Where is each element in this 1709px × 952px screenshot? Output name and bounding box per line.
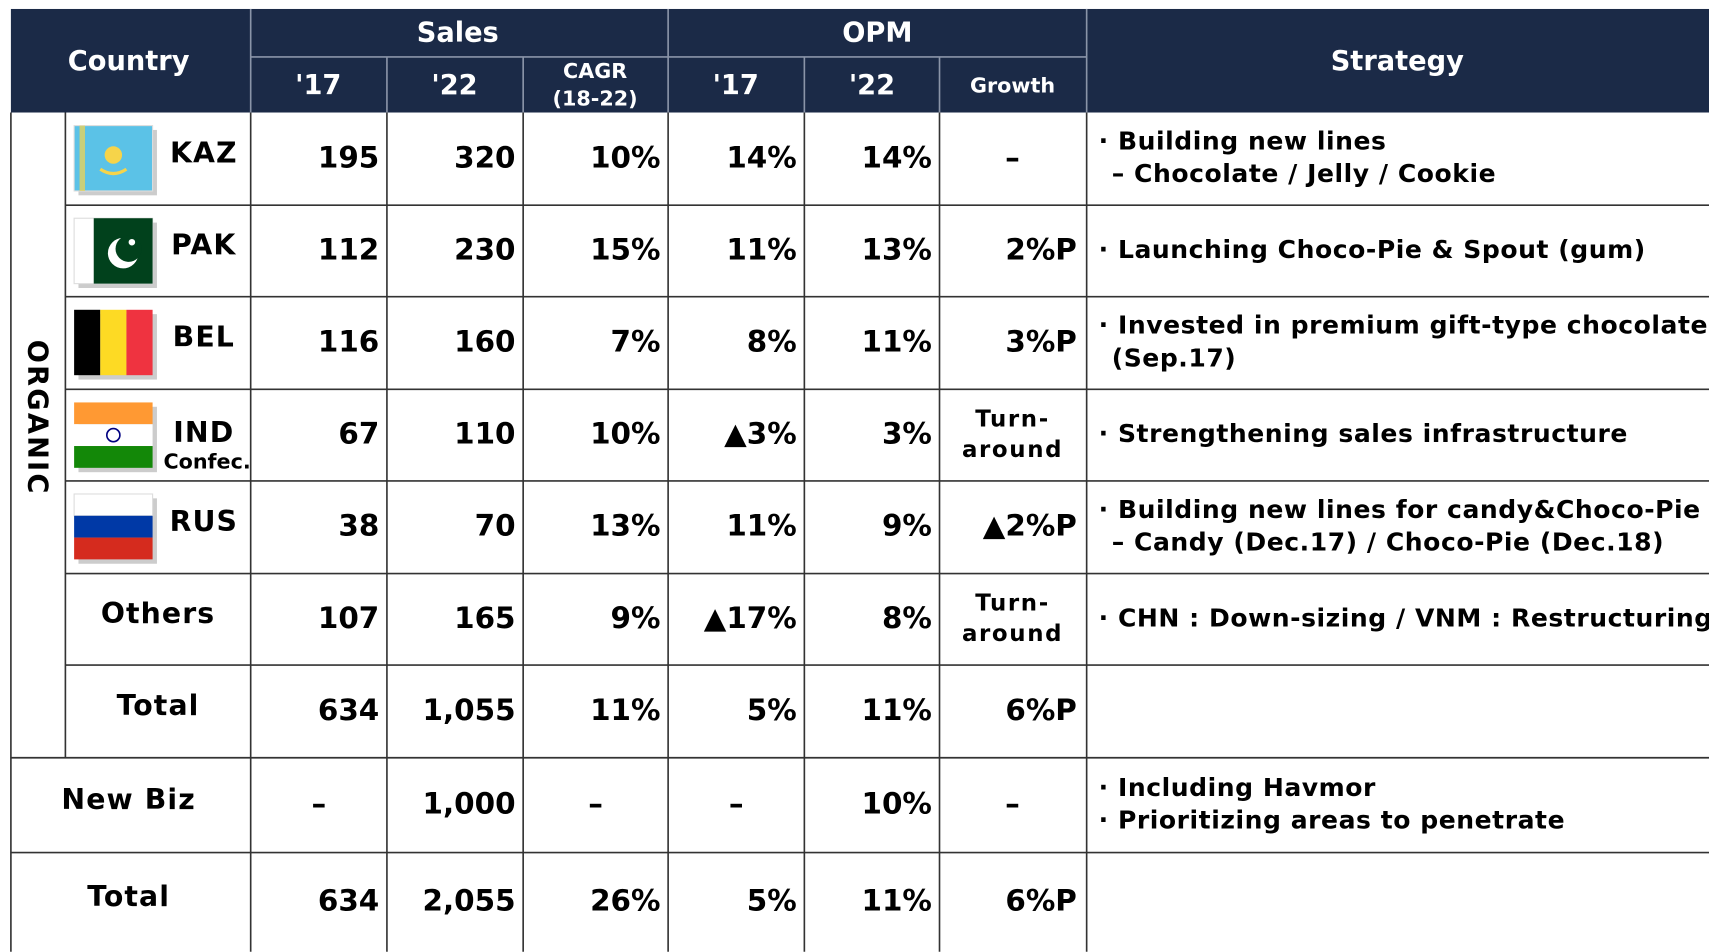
cell: 11% xyxy=(726,509,796,543)
growth: 6%P xyxy=(1005,884,1076,918)
growth: 2%P xyxy=(1005,232,1076,266)
header: Strategy xyxy=(1331,46,1464,77)
country: BEL xyxy=(173,321,235,354)
flag-ind xyxy=(74,402,157,473)
header: Country xyxy=(68,46,190,77)
growth: 3%P xyxy=(1005,325,1076,359)
strategy: · Strengthening sales infrastructure xyxy=(1099,419,1628,448)
cell: 7% xyxy=(611,325,661,359)
cell: 5% xyxy=(747,884,797,918)
cell: 3% xyxy=(882,417,932,451)
header: (18-22) xyxy=(553,86,638,110)
cell: 10% xyxy=(861,787,931,821)
cell: 1,055 xyxy=(423,693,516,727)
header-bg xyxy=(10,8,1709,113)
growth: – xyxy=(1005,787,1020,821)
cell: 634 xyxy=(318,884,379,918)
cell: 11% xyxy=(590,693,660,727)
cell: 13% xyxy=(590,509,660,543)
cell: 9% xyxy=(611,601,661,635)
strategy: – Chocolate / Jelly / Cookie xyxy=(1112,159,1496,188)
cell: – xyxy=(729,787,744,821)
cell: 13% xyxy=(861,232,931,266)
country: New Biz xyxy=(61,783,195,816)
cell: 634 xyxy=(318,693,379,727)
header: '22 xyxy=(431,70,477,101)
cell: 5% xyxy=(747,693,797,727)
cell: 14% xyxy=(726,140,796,174)
country: Others xyxy=(101,597,215,630)
growth: ▲2%P xyxy=(983,509,1077,543)
header: CAGR xyxy=(563,59,627,83)
cell: 8% xyxy=(882,601,932,635)
country: PAK xyxy=(171,229,236,262)
cell: 2,055 xyxy=(423,884,516,918)
flag-pak xyxy=(73,217,157,288)
flags xyxy=(73,125,157,564)
growth: around xyxy=(962,621,1063,647)
flag-bel xyxy=(74,309,157,380)
strategy: · CHN : Down-sizing / VNM : Restructurin… xyxy=(1099,603,1709,632)
cell: 26% xyxy=(590,884,660,918)
strategy: (Sep.17) xyxy=(1112,343,1237,372)
header: '17 xyxy=(295,70,341,101)
cell: 11% xyxy=(861,884,931,918)
cell: ▲3% xyxy=(724,417,797,451)
cell: – xyxy=(588,787,603,821)
country: KAZ xyxy=(170,136,238,169)
cell: – xyxy=(311,787,326,821)
strategy: · Building new lines for candy&Choco-Pie xyxy=(1099,495,1701,524)
cell: 67 xyxy=(338,417,379,451)
country-sub: Confec. xyxy=(163,449,250,473)
growth: Turn- xyxy=(975,406,1050,432)
cell: 110 xyxy=(454,417,515,451)
strategy: · Launching Choco-Pie & Spout (gum) xyxy=(1099,235,1646,264)
country: Total xyxy=(87,880,170,913)
flag-rus xyxy=(73,493,157,564)
cell: 116 xyxy=(318,325,379,359)
country: Total xyxy=(117,689,200,722)
growth: 6%P xyxy=(1005,693,1076,727)
country: RUS xyxy=(170,505,239,538)
flag-kaz xyxy=(73,125,157,196)
strategy: – Candy (Dec.17) / Choco-Pie (Dec.18) xyxy=(1112,528,1664,557)
header: '17 xyxy=(713,70,759,101)
growth: around xyxy=(962,437,1063,463)
growth: Turn- xyxy=(975,591,1050,617)
strategy: · Prioritizing areas to penetrate xyxy=(1099,806,1565,835)
cell: 38 xyxy=(338,509,379,543)
header-lines xyxy=(249,8,1088,113)
header: Sales xyxy=(417,18,499,49)
country: IND xyxy=(173,416,234,449)
cell: 1,000 xyxy=(423,787,516,821)
cell: 8% xyxy=(747,325,797,359)
growth: – xyxy=(1005,140,1020,174)
cell: 11% xyxy=(861,325,931,359)
header: '22 xyxy=(849,70,895,101)
cell: 14% xyxy=(861,140,931,174)
cell: 9% xyxy=(882,509,932,543)
cell: 11% xyxy=(861,693,931,727)
strategy: · Including Havmor xyxy=(1099,773,1376,802)
cell: 195 xyxy=(318,140,379,174)
cell: 70 xyxy=(475,509,516,543)
cell: 230 xyxy=(454,232,515,266)
cell: ▲17% xyxy=(704,601,797,635)
cell: 320 xyxy=(454,140,515,174)
cell: 165 xyxy=(454,601,515,635)
cell: 10% xyxy=(590,140,660,174)
header: OPM xyxy=(842,18,912,49)
strategy: · Invested in premium gift-type chocolat… xyxy=(1099,311,1708,340)
cell: 107 xyxy=(318,601,379,635)
strategy: · Building new lines xyxy=(1099,126,1387,155)
cell: 112 xyxy=(318,232,379,266)
cell: 11% xyxy=(726,232,796,266)
header: Growth xyxy=(970,73,1055,97)
cell: 160 xyxy=(454,325,515,359)
cell: 15% xyxy=(590,232,660,266)
cell: 10% xyxy=(590,417,660,451)
organic-label: ORGANIC xyxy=(21,340,52,496)
